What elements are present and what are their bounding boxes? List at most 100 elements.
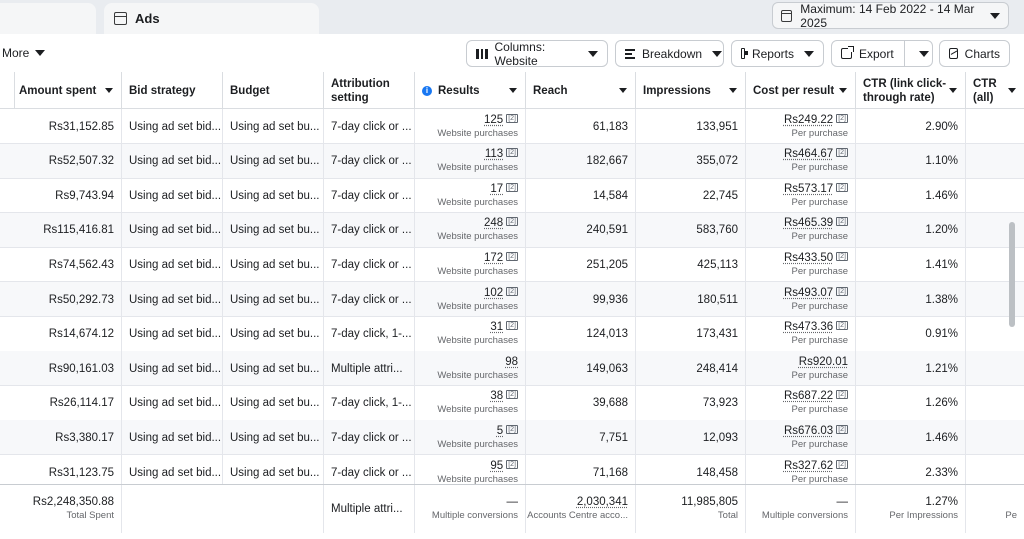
- result-value[interactable]: 248: [484, 217, 504, 230]
- ctr-value: 1.26%: [925, 397, 958, 410]
- export-dropdown-icon[interactable]: [919, 51, 929, 57]
- ctr-all-cell: [966, 317, 1024, 352]
- header-results[interactable]: i Results: [415, 72, 526, 109]
- cpr-value[interactable]: Rs464.67: [783, 148, 834, 161]
- vertical-scrollbar[interactable]: [1009, 222, 1015, 327]
- cpr-value[interactable]: Rs473.36: [783, 321, 834, 334]
- results-cell: 31 [2] Website purchases: [415, 316, 526, 352]
- table-row[interactable]: Rs50,292.73 Using ad set bid... Using ad s…: [0, 282, 1024, 317]
- cost-per-result-cell: Rs249.22 [2] Per purchase: [746, 109, 856, 144]
- total-results: — Multiple conversions: [415, 485, 526, 533]
- result-value[interactable]: 31: [490, 321, 504, 334]
- header-impressions[interactable]: Impressions: [636, 72, 746, 109]
- impressions-cell: 355,072: [636, 143, 746, 179]
- sort-caret-icon[interactable]: [839, 88, 847, 93]
- comparison-badge-icon: [2]: [506, 113, 518, 123]
- cpr-value[interactable]: Rs433.50: [783, 251, 834, 264]
- table-row[interactable]: Rs9,743.94 Using ad set bid... Using ad se…: [0, 178, 1024, 214]
- reports-button[interactable]: Reports: [731, 40, 824, 67]
- reach-cell: 99,936: [526, 282, 636, 317]
- reach-cell: 240,591: [526, 212, 636, 248]
- chevron-down-icon: [712, 50, 723, 57]
- spent-value: Rs74,562.43: [48, 258, 114, 271]
- header-bid-strategy[interactable]: Bid strategy: [122, 72, 223, 109]
- table-row[interactable]: Rs74,562.43 Using ad set bid... Using ad s…: [0, 247, 1024, 283]
- header-amount-spent[interactable]: Amount spent: [12, 72, 122, 109]
- export-button[interactable]: Export: [831, 40, 933, 67]
- tab-ads[interactable]: Ads: [104, 3, 319, 34]
- tab-bar: Ads Maximum: 14 Feb 2022 - 14 Mar 2025: [0, 0, 1024, 34]
- result-value[interactable]: 98: [505, 355, 518, 368]
- cpr-value[interactable]: Rs573.17: [783, 182, 834, 195]
- header-attribution[interactable]: Attribution setting: [324, 72, 415, 109]
- impressions-cell: 73,923: [636, 385, 746, 421]
- table-row[interactable]: Rs115,416.81 Using ad set bid... Using ad …: [0, 212, 1024, 248]
- amount-spent-cell: Rs31,152.85: [0, 109, 122, 144]
- table-row[interactable]: Rs52,507.32 Using ad set bid... Using ad s…: [0, 143, 1024, 179]
- result-value[interactable]: 102: [484, 286, 504, 299]
- result-subtitle: Website purchases: [437, 265, 518, 277]
- table-row[interactable]: Rs26,114.17 Using ad set bid... Using ad s…: [0, 385, 1024, 421]
- table-row[interactable]: Rs3,380.17 Using ad set bid... Using ad se…: [0, 420, 1024, 456]
- bid-strategy-cell: Using ad set bid...: [122, 420, 223, 456]
- header-ctr-link[interactable]: CTR (link click- through rate): [856, 72, 966, 109]
- cpr-value[interactable]: Rs493.07: [783, 286, 834, 299]
- total-spent-label: Total Spent: [66, 510, 114, 521]
- amount-spent-cell: Rs9,743.94: [0, 178, 122, 214]
- result-subtitle: Website purchases: [437, 438, 518, 450]
- table-row[interactable]: Rs90,161.03 Using ad set bid... Using ad s…: [0, 351, 1024, 387]
- reach-cell: 7,751: [526, 420, 636, 456]
- total-reach-value[interactable]: 2,030,341: [576, 496, 628, 508]
- result-value[interactable]: 125: [484, 113, 504, 126]
- total-attribution-value: Multiple attri...: [331, 503, 403, 515]
- sort-caret-icon[interactable]: [509, 88, 517, 93]
- cpr-value[interactable]: Rs687.22: [783, 390, 834, 403]
- info-icon[interactable]: i: [422, 85, 432, 96]
- more-button[interactable]: More: [2, 46, 46, 60]
- result-value[interactable]: 17: [490, 182, 504, 195]
- header-reach[interactable]: Reach: [526, 72, 636, 109]
- sort-caret-icon[interactable]: [619, 88, 627, 93]
- result-value[interactable]: 38: [490, 390, 504, 403]
- charts-button[interactable]: Charts: [939, 40, 1010, 67]
- total-results-value: —: [506, 496, 519, 508]
- date-range-button[interactable]: Maximum: 14 Feb 2022 - 14 Mar 2025: [772, 2, 1009, 30]
- ctr-all-cell: [966, 282, 1024, 317]
- impressions-cell: 248,414: [636, 351, 746, 387]
- cpr-value[interactable]: Rs465.39: [783, 217, 834, 230]
- ctr-all-cell: [966, 213, 1024, 248]
- table-row[interactable]: Rs14,674.12 Using ad set bid... Using ad s…: [0, 316, 1024, 352]
- ctr-value: 1.41%: [925, 258, 958, 271]
- total-cost-per-result: — Multiple conversions: [746, 485, 856, 533]
- result-subtitle: Website purchases: [437, 300, 518, 312]
- table-row[interactable]: Rs31,152.85 Using ad set bid... Using ad s…: [0, 109, 1024, 144]
- sort-caret-icon[interactable]: [105, 88, 113, 93]
- ctr-link-cell: 1.46%: [856, 420, 966, 456]
- tab-previous[interactable]: [0, 3, 96, 34]
- columns-button[interactable]: Columns: Website: [466, 40, 608, 68]
- cpr-value[interactable]: Rs676.03: [783, 424, 834, 437]
- reports-icon: [741, 48, 748, 59]
- total-impressions-label: Total: [717, 510, 738, 521]
- bid-strategy-cell: Using ad set bid...: [122, 109, 223, 144]
- cpr-value[interactable]: Rs249.22: [783, 113, 834, 126]
- cpr-value[interactable]: Rs920.01: [798, 355, 848, 368]
- header-cost-per-result[interactable]: Cost per result: [746, 72, 856, 109]
- header-label: Amount spent: [19, 84, 97, 97]
- sort-caret-icon[interactable]: [729, 88, 737, 93]
- results-cell: 17 [2] Website purchases: [415, 178, 526, 214]
- sort-caret-icon[interactable]: [1008, 88, 1016, 93]
- header-ctr-all[interactable]: CTR (all): [966, 72, 1024, 109]
- result-value[interactable]: 95: [490, 459, 504, 472]
- cpr-value[interactable]: Rs327.62: [783, 459, 834, 472]
- total-ctr-label: Per Impressions: [889, 510, 958, 521]
- result-value[interactable]: 5: [496, 424, 504, 437]
- header-budget[interactable]: Budget: [223, 72, 324, 109]
- ctr-link-cell: 1.41%: [856, 247, 966, 283]
- results-cell: 102 [2] Website purchases: [415, 282, 526, 317]
- breakdown-button[interactable]: Breakdown: [615, 40, 724, 67]
- result-value[interactable]: 172: [484, 251, 504, 264]
- sort-caret-icon[interactable]: [949, 88, 957, 93]
- result-value[interactable]: 113: [484, 148, 504, 161]
- impressions-cell: 425,113: [636, 247, 746, 283]
